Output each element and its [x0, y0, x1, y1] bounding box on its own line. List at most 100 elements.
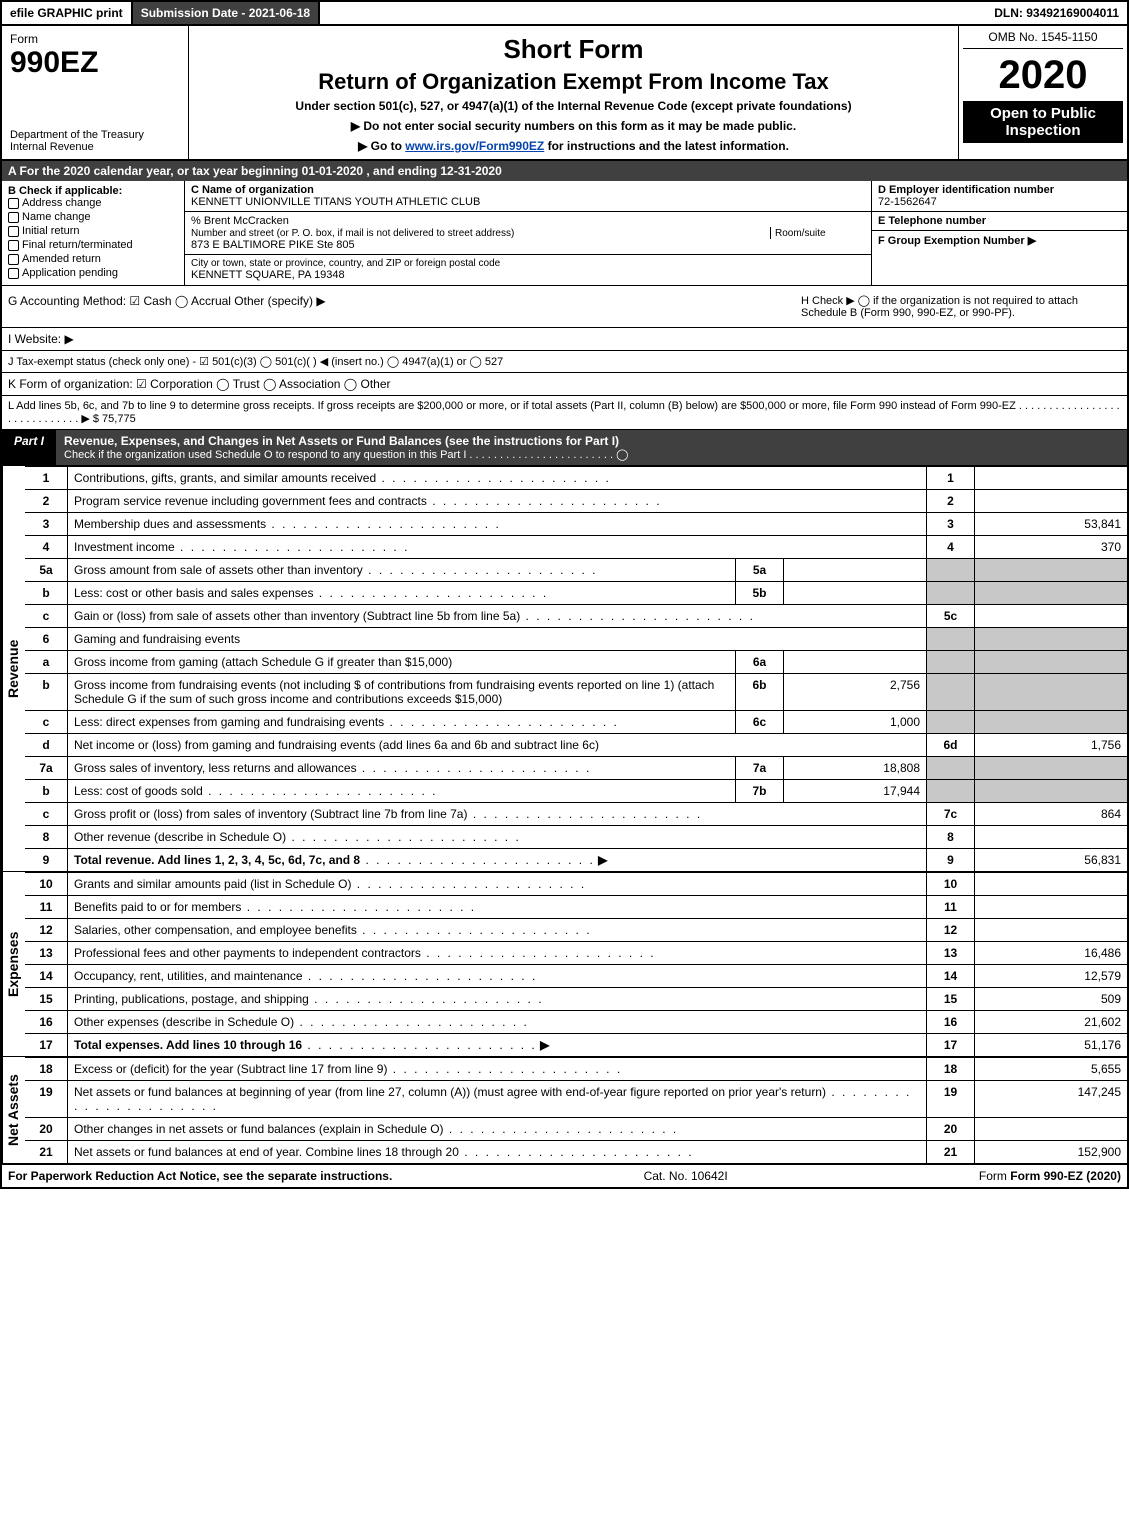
footer: For Paperwork Reduction Act Notice, see …: [2, 1165, 1127, 1187]
line-21: 21Net assets or fund balances at end of …: [25, 1141, 1127, 1164]
line-12: 12Salaries, other compensation, and empl…: [25, 919, 1127, 942]
header-row: Form 990EZ Department of the Treasury In…: [2, 26, 1127, 161]
line-2: 2Program service revenue including gover…: [25, 490, 1127, 513]
footer-center: Cat. No. 10642I: [644, 1169, 728, 1183]
line-6a: aGross income from gaming (attach Schedu…: [25, 651, 1127, 674]
dept-line-2: Internal Revenue: [10, 141, 180, 153]
street-cell: % Brent McCracken Number and street (or …: [185, 212, 871, 255]
ein: 72-1562647: [878, 196, 1121, 208]
cb-address-change[interactable]: Address change: [8, 197, 178, 209]
header-right: OMB No. 1545-1150 2020 Open to Public In…: [959, 26, 1127, 159]
expenses-table: 10Grants and similar amounts paid (list …: [25, 872, 1127, 1056]
f-label: F Group Exemption Number ▶: [878, 234, 1121, 247]
line-19: 19Net assets or fund balances at beginni…: [25, 1081, 1127, 1118]
cb-name-change[interactable]: Name change: [8, 211, 178, 223]
revenue-vtab: Revenue: [2, 466, 25, 871]
form-container: efile GRAPHIC print Submission Date - 20…: [0, 0, 1129, 1189]
c-label: C Name of organization: [191, 184, 865, 196]
org-name: KENNETT UNIONVILLE TITANS YOUTH ATHLETIC…: [191, 196, 865, 208]
cb-initial-return[interactable]: Initial return: [8, 225, 178, 237]
calendar-year-strip: A For the 2020 calendar year, or tax yea…: [2, 161, 1127, 181]
j-tax-exempt: J Tax-exempt status (check only one) - ☑…: [2, 351, 1127, 373]
topbar-left: efile GRAPHIC print Submission Date - 20…: [2, 2, 320, 24]
line-6c: cLess: direct expenses from gaming and f…: [25, 711, 1127, 734]
part1-header: Part I Revenue, Expenses, and Changes in…: [2, 430, 1127, 466]
line-7c: cGross profit or (loss) from sales of in…: [25, 803, 1127, 826]
goto-pre: ▶ Go to: [358, 139, 405, 153]
goto-line: ▶ Go to www.irs.gov/Form990EZ for instru…: [197, 139, 950, 153]
h-schedule-b: H Check ▶ ◯ if the organization is not r…: [801, 294, 1121, 319]
identity-row: B Check if applicable: Address change Na…: [2, 181, 1127, 286]
line-5a: 5aGross amount from sale of assets other…: [25, 559, 1127, 582]
line-7b: bLess: cost of goods sold7b17,944: [25, 780, 1127, 803]
e-cell: E Telephone number: [872, 212, 1127, 231]
cb-application-pending[interactable]: Application pending: [8, 267, 178, 279]
line-6: 6Gaming and fundraising events: [25, 628, 1127, 651]
goto-post: for instructions and the latest informat…: [548, 139, 789, 153]
line-13: 13Professional fees and other payments t…: [25, 942, 1127, 965]
part1-subtitle: Check if the organization used Schedule …: [64, 448, 1119, 461]
street-value: 873 E BALTIMORE PIKE Ste 805: [191, 239, 865, 251]
expenses-section: Expenses 10Grants and similar amounts pa…: [2, 872, 1127, 1057]
l-gross-receipts: L Add lines 5b, 6c, and 7b to line 9 to …: [2, 396, 1127, 430]
g-accounting: G Accounting Method: ☑ Cash ◯ Accrual Ot…: [8, 294, 801, 319]
d-cell: D Employer identification number 72-1562…: [872, 181, 1127, 212]
form-word: Form: [10, 32, 180, 46]
line-14: 14Occupancy, rent, utilities, and mainte…: [25, 965, 1127, 988]
d-label: D Employer identification number: [878, 184, 1121, 196]
revenue-section: Revenue 1Contributions, gifts, grants, a…: [2, 466, 1127, 872]
subtitle: Under section 501(c), 527, or 4947(a)(1)…: [197, 99, 950, 113]
e-label: E Telephone number: [878, 215, 1121, 227]
header-center: Short Form Return of Organization Exempt…: [189, 26, 959, 159]
line-6d: dNet income or (loss) from gaming and fu…: [25, 734, 1127, 757]
line-10: 10Grants and similar amounts paid (list …: [25, 873, 1127, 896]
section-c: C Name of organization KENNETT UNIONVILL…: [185, 181, 872, 285]
city-value: KENNETT SQUARE, PA 19348: [191, 269, 865, 281]
cb-final-return[interactable]: Final return/terminated: [8, 239, 178, 251]
dln: DLN: 93492169004011: [986, 2, 1127, 24]
section-b-label: B Check if applicable:: [8, 185, 178, 197]
netassets-section: Net Assets 18Excess or (deficit) for the…: [2, 1057, 1127, 1165]
k-form-of-org: K Form of organization: ☑ Corporation ◯ …: [2, 373, 1127, 396]
i-website: I Website: ▶: [2, 328, 1127, 351]
part1-label: Part I: [2, 430, 56, 465]
gh-row: G Accounting Method: ☑ Cash ◯ Accrual Ot…: [2, 286, 1127, 328]
revenue-table: 1Contributions, gifts, grants, and simil…: [25, 466, 1127, 871]
netassets-table: 18Excess or (deficit) for the year (Subt…: [25, 1057, 1127, 1163]
line-11: 11Benefits paid to or for members11: [25, 896, 1127, 919]
care-of: % Brent McCracken: [191, 215, 865, 227]
line-6b: bGross income from fundraising events (n…: [25, 674, 1127, 711]
line-1: 1Contributions, gifts, grants, and simil…: [25, 467, 1127, 490]
cb-amended-return[interactable]: Amended return: [8, 253, 178, 265]
footer-right: Form Form 990-EZ (2020): [979, 1169, 1121, 1183]
line-5b: bLess: cost or other basis and sales exp…: [25, 582, 1127, 605]
return-title: Return of Organization Exempt From Incom…: [197, 69, 950, 95]
f-cell: F Group Exemption Number ▶: [872, 231, 1127, 250]
irs-link[interactable]: www.irs.gov/Form990EZ: [405, 139, 544, 153]
room-label: Room/suite: [775, 228, 826, 239]
topbar: efile GRAPHIC print Submission Date - 20…: [2, 2, 1127, 26]
line-18: 18Excess or (deficit) for the year (Subt…: [25, 1058, 1127, 1081]
section-b: B Check if applicable: Address change Na…: [2, 181, 185, 285]
warning-line: ▶ Do not enter social security numbers o…: [197, 119, 950, 133]
expenses-vtab: Expenses: [2, 872, 25, 1056]
org-name-cell: C Name of organization KENNETT UNIONVILL…: [185, 181, 871, 212]
omb-number: OMB No. 1545-1150: [963, 30, 1123, 49]
line-9: 9Total revenue. Add lines 1, 2, 3, 4, 5c…: [25, 849, 1127, 872]
line-17: 17Total expenses. Add lines 10 through 1…: [25, 1034, 1127, 1057]
line-3: 3Membership dues and assessments353,841: [25, 513, 1127, 536]
section-def: D Employer identification number 72-1562…: [872, 181, 1127, 285]
footer-left: For Paperwork Reduction Act Notice, see …: [8, 1169, 392, 1183]
line-4: 4Investment income4370: [25, 536, 1127, 559]
part1-title: Revenue, Expenses, and Changes in Net As…: [56, 430, 1127, 465]
city-label: City or town, state or province, country…: [191, 258, 865, 269]
line-20: 20Other changes in net assets or fund ba…: [25, 1118, 1127, 1141]
dept-line-1: Department of the Treasury: [10, 129, 180, 141]
short-form-title: Short Form: [197, 34, 950, 65]
open-public: Open to Public Inspection: [963, 101, 1123, 143]
header-left: Form 990EZ Department of the Treasury In…: [2, 26, 189, 159]
department-lines: Department of the Treasury Internal Reve…: [10, 129, 180, 153]
city-cell: City or town, state or province, country…: [185, 255, 871, 284]
submission-date: Submission Date - 2021-06-18: [133, 2, 320, 24]
form-number: 990EZ: [10, 46, 180, 80]
